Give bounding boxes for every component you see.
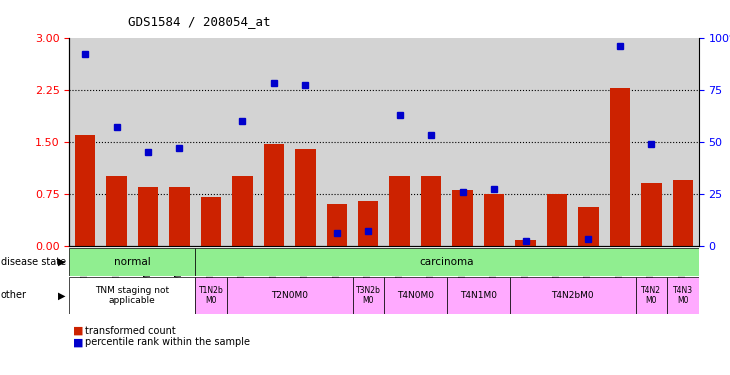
Bar	[326, 204, 347, 246]
Bar	[384, 277, 447, 314]
Bar	[421, 176, 442, 246]
Text: T4N3
M0: T4N3 M0	[673, 286, 693, 305]
Text: ▶: ▶	[58, 291, 66, 300]
Bar	[195, 277, 226, 314]
Bar	[390, 176, 410, 246]
Bar	[107, 176, 127, 246]
Text: carcinoma: carcinoma	[420, 256, 474, 267]
Bar	[195, 248, 699, 276]
Bar	[295, 148, 315, 246]
Bar	[578, 207, 599, 246]
Text: normal: normal	[114, 256, 150, 267]
Text: T4N1M0: T4N1M0	[460, 291, 497, 300]
Text: T4N0M0: T4N0M0	[397, 291, 434, 300]
Bar	[358, 201, 378, 246]
Bar	[447, 277, 510, 314]
Text: percentile rank within the sample: percentile rank within the sample	[85, 338, 250, 347]
Bar	[232, 176, 253, 246]
Text: ■: ■	[73, 338, 83, 347]
Text: GDS1584 / 208054_at: GDS1584 / 208054_at	[128, 15, 270, 28]
Text: T3N2b
M0: T3N2b M0	[356, 286, 380, 305]
Bar	[636, 277, 667, 314]
Bar	[610, 88, 630, 246]
Text: T4N2bM0: T4N2bM0	[551, 291, 594, 300]
Bar	[672, 180, 693, 246]
Text: other: other	[1, 291, 27, 300]
Bar	[69, 277, 195, 314]
Text: T1N2b
M0: T1N2b M0	[199, 286, 223, 305]
Bar	[169, 187, 190, 246]
Text: disease state: disease state	[1, 256, 66, 267]
Bar	[484, 194, 504, 246]
Text: T4N2
M0: T4N2 M0	[642, 286, 661, 305]
Text: T2N0M0: T2N0M0	[271, 291, 308, 300]
Bar	[75, 135, 96, 246]
Bar	[138, 187, 158, 246]
Bar	[641, 183, 661, 246]
Bar	[226, 277, 353, 314]
Text: transformed count: transformed count	[85, 326, 176, 336]
Text: TNM staging not
applicable: TNM staging not applicable	[95, 286, 169, 305]
Bar	[453, 190, 473, 246]
Bar	[69, 248, 195, 276]
Bar	[201, 197, 221, 246]
Bar	[547, 194, 567, 246]
Text: ■: ■	[73, 326, 83, 336]
Text: ▶: ▶	[58, 256, 66, 267]
Bar	[510, 277, 636, 314]
Bar	[353, 277, 384, 314]
Bar	[667, 277, 699, 314]
Bar	[264, 144, 284, 246]
Bar	[515, 240, 536, 246]
